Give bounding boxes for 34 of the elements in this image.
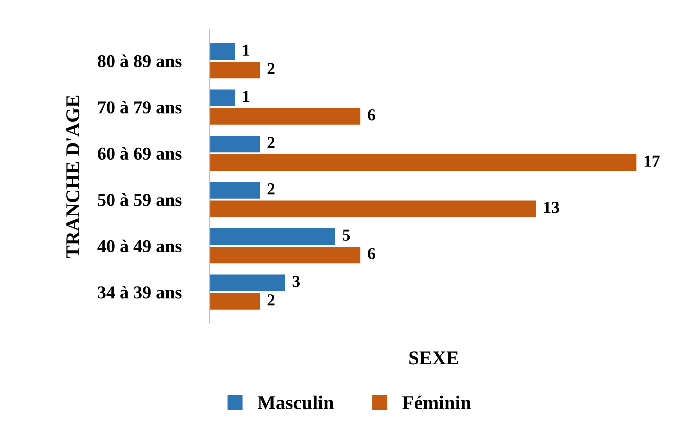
legend-label: Féminin xyxy=(402,396,472,410)
data-label: 3 xyxy=(292,276,300,288)
bar xyxy=(210,293,260,310)
bar xyxy=(210,182,260,199)
data-label: 2 xyxy=(268,63,275,74)
bar xyxy=(210,228,336,246)
legend-label: Masculin xyxy=(258,396,334,410)
data-label: 6 xyxy=(368,248,376,260)
data-label: 5 xyxy=(343,230,350,242)
y-tick-label: 60 à 69 ans xyxy=(98,147,182,160)
y-axis-title: TRANCHE D'AGE xyxy=(66,96,80,258)
data-label: 2 xyxy=(268,137,275,148)
data-label: 6 xyxy=(368,110,376,121)
data-label: 13 xyxy=(544,202,560,214)
bar xyxy=(210,136,260,153)
x-axis-title: SEXE xyxy=(410,352,458,365)
y-tick-label: 70 à 79 ans xyxy=(98,101,182,114)
bar xyxy=(210,108,361,125)
bar xyxy=(210,154,637,172)
bar xyxy=(210,247,361,264)
bar xyxy=(210,62,260,79)
data-label: 17 xyxy=(644,156,660,167)
y-tick-label: 80 à 89 ans xyxy=(98,54,182,68)
y-tick-label: 50 à 59 ans xyxy=(98,194,182,206)
bar xyxy=(210,274,286,292)
bar xyxy=(210,200,536,218)
data-label: 1 xyxy=(243,91,250,102)
y-tick-label: 40 à 49 ans xyxy=(98,240,182,253)
data-label: 2 xyxy=(268,184,275,195)
y-tick-label: 34 à 39 ans xyxy=(98,286,182,299)
bar xyxy=(210,43,236,60)
data-label: 1 xyxy=(243,44,250,56)
bar xyxy=(210,90,236,106)
data-label: 2 xyxy=(268,294,275,306)
